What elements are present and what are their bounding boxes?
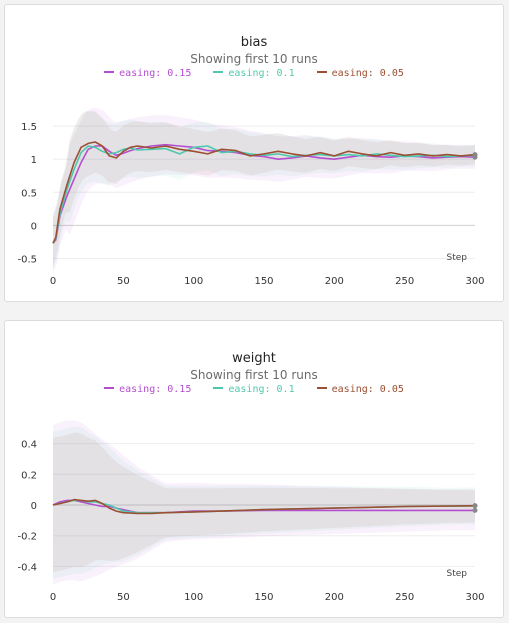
y-tick-label: -0.5: [17, 254, 37, 265]
y-tick-label: -0.2: [17, 532, 37, 543]
x-tick-label: 50: [117, 592, 130, 603]
series-end-point: [472, 507, 478, 513]
x-tick-label: 0: [50, 276, 56, 287]
series-end-point: [472, 503, 478, 509]
y-tick-label: 1.5: [21, 122, 37, 133]
series-line: [52, 145, 476, 244]
legend-item-easing-005[interactable]: easing: 0.05: [316, 384, 404, 395]
legend-label: easing: 0.1: [228, 384, 295, 395]
series-line: [52, 498, 476, 515]
legend-item-easing-015[interactable]: easing: 0.15: [104, 384, 191, 395]
legend-item-easing-015[interactable]: easing: 0.15: [104, 68, 191, 79]
y-tick-label: 0.2: [21, 470, 37, 481]
legend-swatch: [104, 387, 115, 389]
y-tick-label: 0: [31, 221, 37, 232]
series-range-band: [53, 432, 475, 573]
x-tick-label: 150: [254, 276, 273, 287]
bias-plot[interactable]: -0.5 0 0.5 1 1.5 0 50 100 150 200 250 300 Step: [5, 5, 503, 301]
chart-legend: easing: 0.15 easing: 0.1 easing: 0.05: [5, 384, 503, 395]
legend-swatch: [316, 387, 327, 389]
y-tick-label: -0.4: [17, 562, 37, 573]
series-range-band: [53, 111, 475, 268]
legend-item-easing-005[interactable]: easing: 0.05: [316, 68, 404, 79]
x-tick-label: 300: [465, 276, 484, 287]
x-tick-label: 0: [50, 592, 56, 603]
chart-legend: easing: 0.15 easing: 0.1 easing: 0.05: [5, 68, 503, 79]
legend-swatch: [213, 387, 224, 389]
x-tick-label: 200: [325, 276, 344, 287]
chart-title: bias: [240, 35, 268, 50]
y-tick-label: 0.5: [21, 188, 37, 199]
x-tick-label: 150: [254, 592, 273, 603]
series-range-band: [53, 420, 475, 585]
legend-label: easing: 0.15: [119, 384, 192, 395]
chart-subtitle: Showing first 10 runs: [190, 368, 318, 382]
legend-item-easing-01[interactable]: easing: 0.1: [213, 68, 295, 79]
y-tick-label: 0: [31, 501, 37, 512]
x-tick-label: 100: [184, 592, 203, 603]
bias-chart-panel: bias Showing first 10 runs easing: 0.15 …: [4, 4, 504, 302]
chart-subtitle: Showing first 10 runs: [190, 52, 318, 66]
chart-title: weight: [232, 351, 276, 366]
series-range-band: [53, 426, 475, 579]
legend-swatch: [213, 71, 224, 73]
x-tick-label: 250: [395, 276, 414, 287]
x-tick-label: 100: [184, 276, 203, 287]
series-line: [52, 141, 476, 244]
x-tick-label: 50: [117, 276, 130, 287]
series-range-band: [53, 110, 475, 270]
legend-item-easing-01[interactable]: easing: 0.1: [213, 384, 295, 395]
legend-label: easing: 0.15: [119, 68, 192, 79]
legend-label: easing: 0.05: [331, 68, 404, 79]
legend-swatch: [316, 71, 327, 73]
y-tick-label: 0.4: [21, 440, 37, 451]
legend-swatch: [104, 71, 115, 73]
x-axis-label: Step: [447, 569, 468, 579]
x-axis-label: Step: [447, 253, 468, 263]
weight-chart-panel: weight Showing first 10 runs easing: 0.1…: [4, 320, 504, 618]
x-tick-label: 200: [325, 592, 344, 603]
weight-plot[interactable]: -0.4 -0.2 0 0.2 0.4 0 50 100 150 200 250 300 Step: [5, 321, 503, 617]
y-tick-label: 1: [31, 155, 37, 166]
x-tick-label: 250: [395, 592, 414, 603]
x-tick-label: 300: [465, 592, 484, 603]
series-end-point: [472, 152, 478, 158]
legend-label: easing: 0.05: [331, 384, 404, 395]
legend-label: easing: 0.1: [228, 68, 295, 79]
